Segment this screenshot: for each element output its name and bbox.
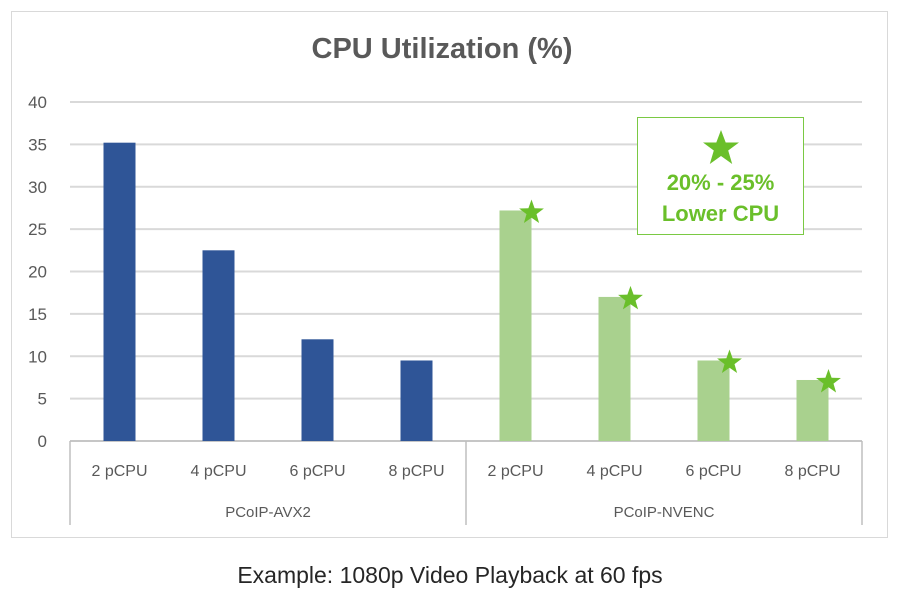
callout-line2: Lower CPU: [661, 201, 780, 226]
bar: [301, 339, 334, 441]
chart-caption: Example: 1080p Video Playback at 60 fps: [237, 562, 663, 588]
x-category-label: 6 pCPU: [289, 463, 345, 480]
callout-line1: 20% - 25%: [666, 170, 775, 195]
callout-box: 20% - 25% Lower CPU: [637, 117, 804, 235]
bar: [499, 210, 532, 441]
y-tick-label: 5: [38, 390, 47, 409]
bar: [697, 360, 730, 441]
bar: [202, 250, 235, 441]
x-category-label: 6 pCPU: [685, 463, 741, 480]
x-category-label: 2 pCPU: [487, 463, 543, 480]
star-icon: [717, 349, 742, 373]
y-tick-label: 20: [28, 263, 47, 282]
x-group-label: PCoIP-AVX2: [225, 504, 311, 521]
x-category-label: 8 pCPU: [784, 463, 840, 480]
star-icon: [816, 369, 841, 393]
y-tick-label: 40: [28, 93, 47, 112]
y-tick-label: 15: [28, 305, 47, 324]
chart-title: CPU Utilization (%): [311, 33, 573, 65]
bar: [103, 142, 136, 441]
x-category-label: 2 pCPU: [91, 463, 147, 480]
x-category-label: 8 pCPU: [388, 463, 444, 480]
y-tick-label: 25: [28, 220, 47, 239]
y-tick-label: 10: [28, 347, 47, 366]
y-tick-label: 35: [28, 135, 47, 154]
y-tick-label: 30: [28, 178, 47, 197]
star-icon: [703, 130, 739, 164]
chart-frame: [11, 11, 888, 538]
bar: [598, 296, 631, 441]
x-group-label: PCoIP-NVENC: [614, 504, 715, 521]
star-icon: [618, 285, 643, 310]
y-tick-label: 0: [38, 432, 47, 451]
x-category-label: 4 pCPU: [190, 463, 246, 480]
x-category-label: 4 pCPU: [586, 463, 642, 480]
bar: [400, 360, 433, 441]
star-icon: [519, 199, 544, 223]
